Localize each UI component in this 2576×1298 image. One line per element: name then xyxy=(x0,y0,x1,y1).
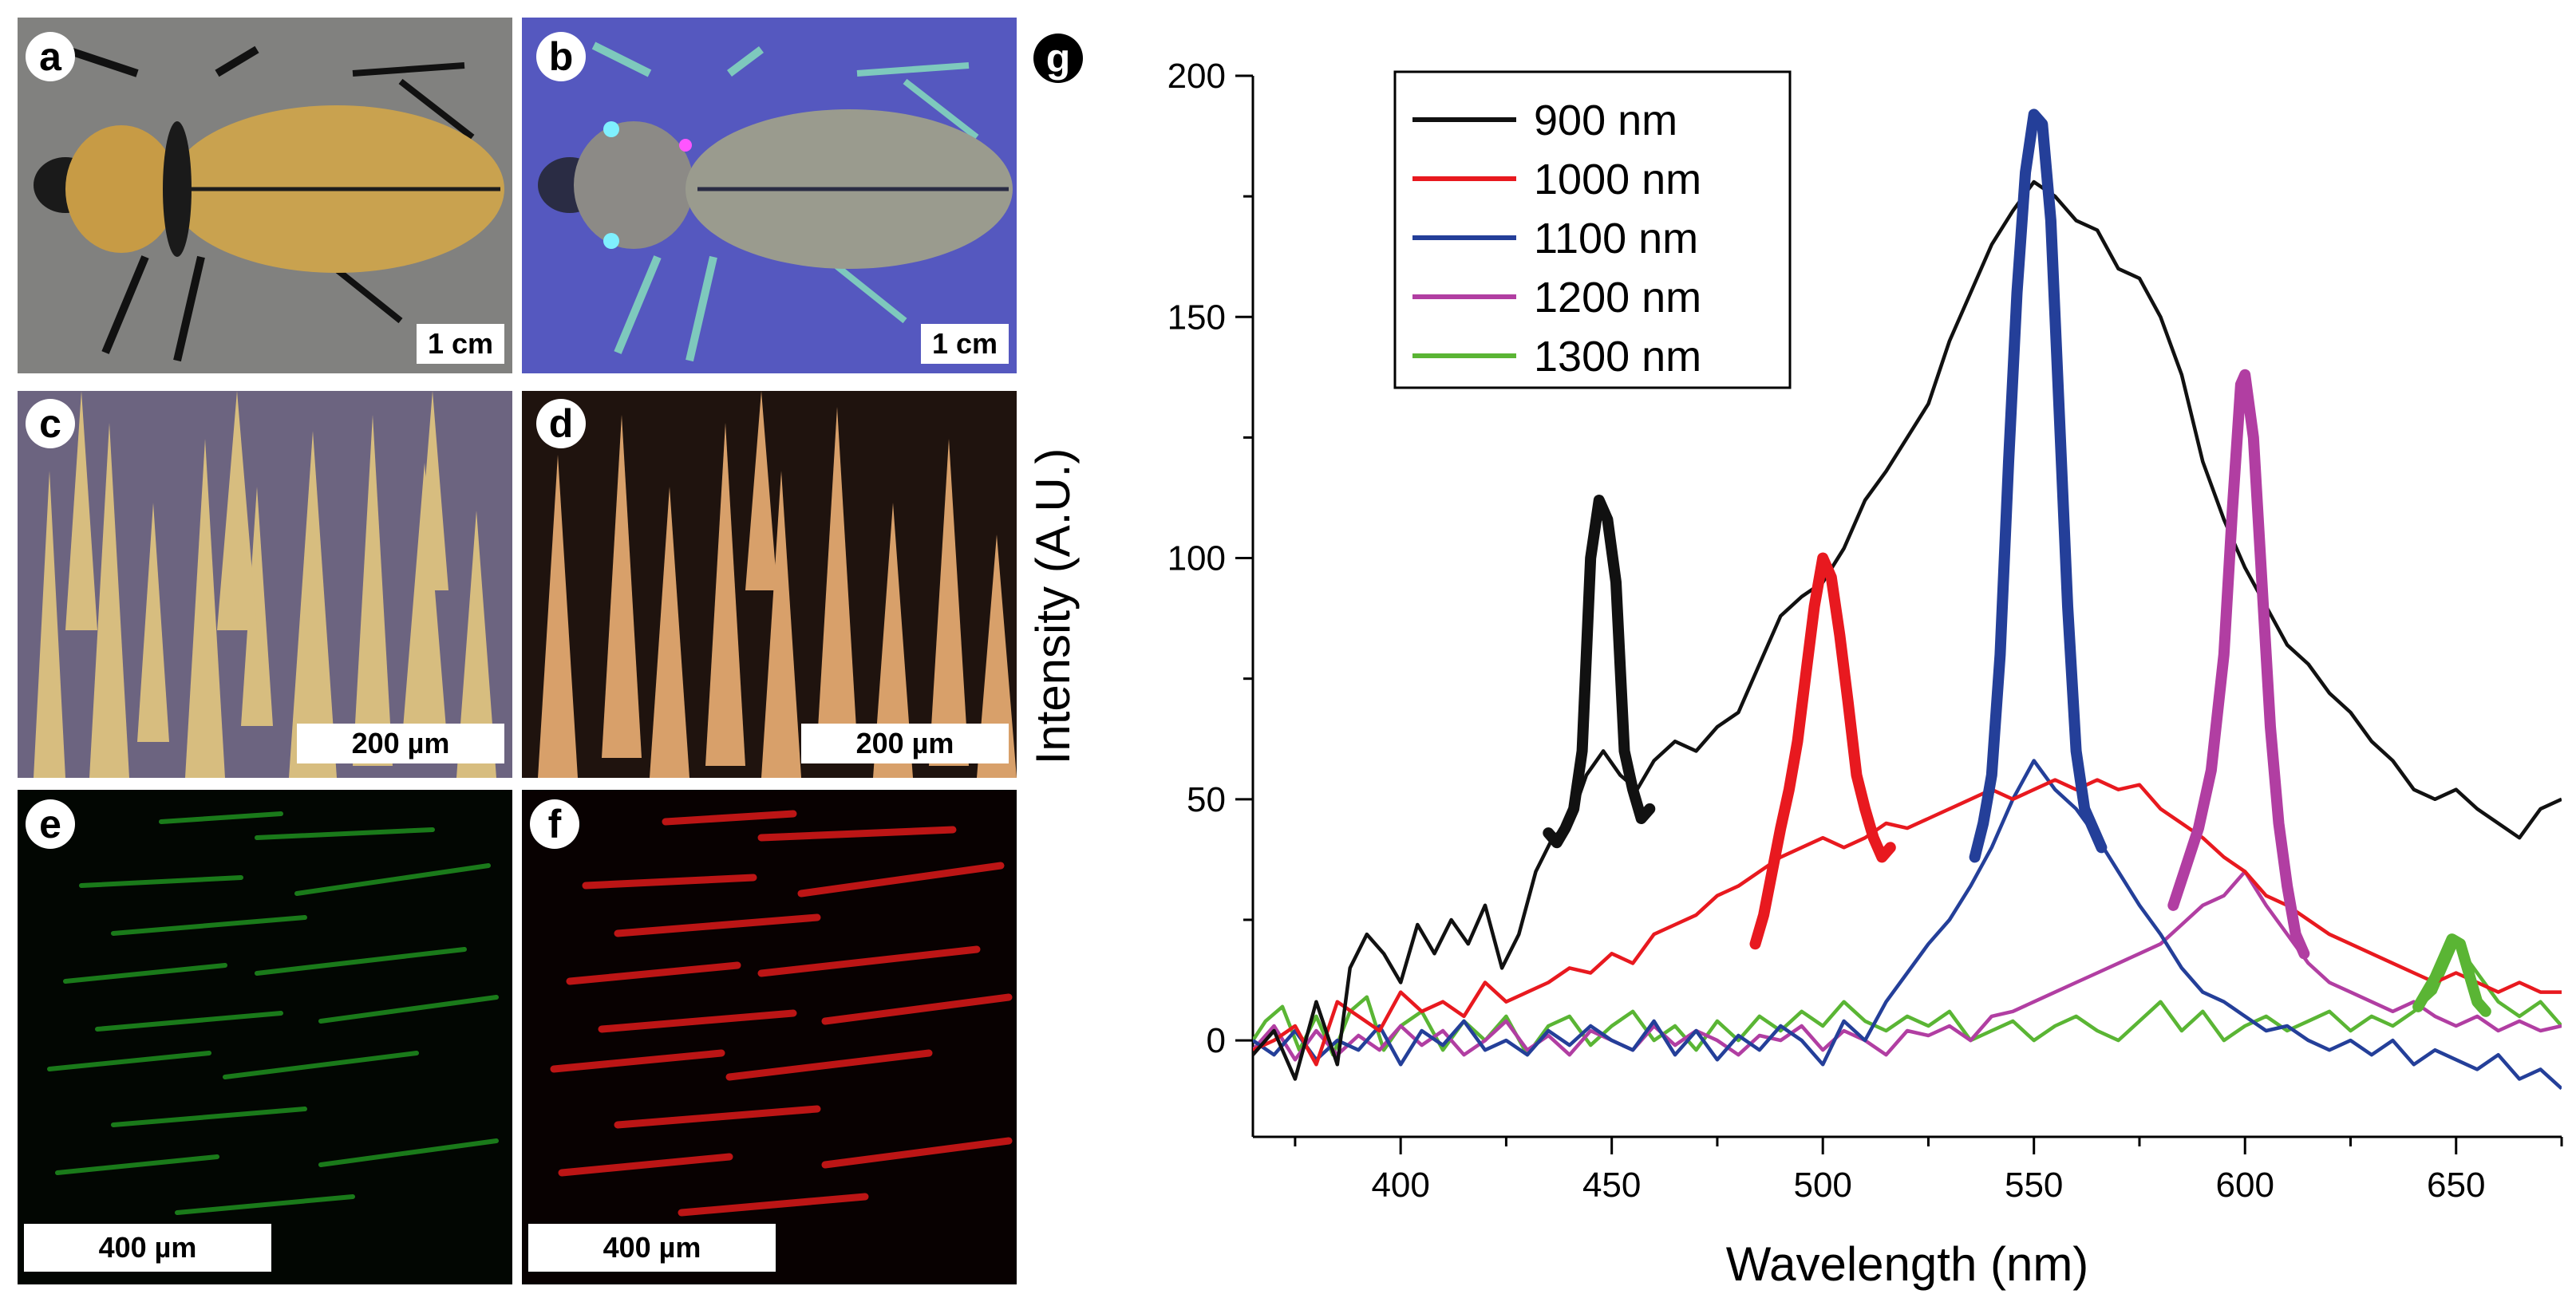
series-line-1000-nm xyxy=(1253,778,2562,1067)
panel-label-g: g xyxy=(1033,34,1083,83)
series-line-1200-nm xyxy=(1253,870,2562,1062)
panel-b: b 1 cm xyxy=(522,18,1017,373)
panel-c: c 200 µm xyxy=(18,391,512,778)
y-tick-label: 150 xyxy=(1167,298,1226,337)
beetle-photo-uv-light xyxy=(522,18,1017,373)
x-tick-label: 500 xyxy=(1793,1166,1851,1205)
series-line-1100-nm xyxy=(1253,759,2562,1091)
setae-photo-uv-light xyxy=(522,391,1017,778)
green-fluorescence-micrograph xyxy=(18,790,512,1284)
y-tick-label: 50 xyxy=(1187,780,1226,819)
scale-bar-label: 1 cm xyxy=(921,324,1009,364)
scale-bar-label: 200 µm xyxy=(801,724,1009,763)
panel-label: d xyxy=(536,399,586,448)
series-line-900-nm xyxy=(1253,180,2562,1081)
highlighted-peak-s900 xyxy=(1543,495,1656,849)
y-axis-label: Intensity (A.U.) xyxy=(1026,448,1080,765)
legend-box xyxy=(1393,70,1792,389)
x-axis-label: Wavelength (nm) xyxy=(1726,1237,2089,1291)
beetle-photo-white-light xyxy=(18,18,512,373)
x-tick-label: 450 xyxy=(1582,1166,1641,1205)
panel-a: a 1 cm xyxy=(18,18,512,373)
panel-label: f xyxy=(530,799,579,849)
y-tick-label: 100 xyxy=(1167,539,1226,578)
x-tick-label: 600 xyxy=(2216,1166,2274,1205)
y-tick-label: 0 xyxy=(1207,1021,1226,1060)
panel-label: b xyxy=(536,32,586,81)
x-tick-label: 400 xyxy=(1371,1166,1429,1205)
legend-label: 1200 nm xyxy=(1534,274,1701,322)
legend-label: 900 nm xyxy=(1534,97,1677,144)
scale-bar-label: 400 µm xyxy=(528,1224,776,1272)
legend: 900 nm 1000 nm 1100 nm 1200 nm 1300 nm xyxy=(1393,70,1792,389)
scale-bar-label: 200 µm xyxy=(297,724,504,763)
highlighted-peak-s1300 xyxy=(2412,933,2491,1017)
highlighted-peak-s1100 xyxy=(1969,108,2108,863)
emission-spectra-chart: 400 450 500 550 600 650 0 50 100 150 200 900 nm 100… xyxy=(1026,57,2563,1291)
x-tick-label: 550 xyxy=(2005,1166,2063,1205)
panel-f: f 400 µm xyxy=(522,790,1017,1284)
highlighted-peak-s1000 xyxy=(1749,552,1896,950)
panel-label: e xyxy=(26,799,75,849)
x-tick-label: 650 xyxy=(2427,1166,2485,1205)
legend-label: 1000 nm xyxy=(1534,156,1701,203)
legend-label: 1100 nm xyxy=(1534,215,1698,262)
legend-label: 1300 nm xyxy=(1534,333,1701,381)
scale-bar-label: 1 cm xyxy=(417,324,504,364)
scale-bar-label: 400 µm xyxy=(24,1224,271,1272)
y-tick-label: 200 xyxy=(1167,57,1226,96)
panel-label: c xyxy=(26,399,75,448)
setae-photo-white-light xyxy=(18,391,512,778)
highlighted-peak-s1200 xyxy=(2167,369,2310,960)
panel-e: e 400 µm xyxy=(18,790,512,1284)
red-fluorescence-micrograph xyxy=(522,790,1017,1284)
panel-d: d 200 µm xyxy=(522,391,1017,778)
panel-label: a xyxy=(26,32,75,81)
